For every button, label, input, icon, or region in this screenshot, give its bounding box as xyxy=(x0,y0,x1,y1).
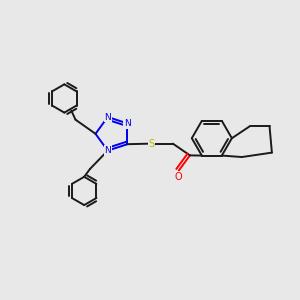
Text: S: S xyxy=(148,139,155,148)
Text: O: O xyxy=(175,172,182,182)
Text: N: N xyxy=(124,119,131,128)
Text: N: N xyxy=(104,146,111,155)
Text: N: N xyxy=(104,112,111,122)
